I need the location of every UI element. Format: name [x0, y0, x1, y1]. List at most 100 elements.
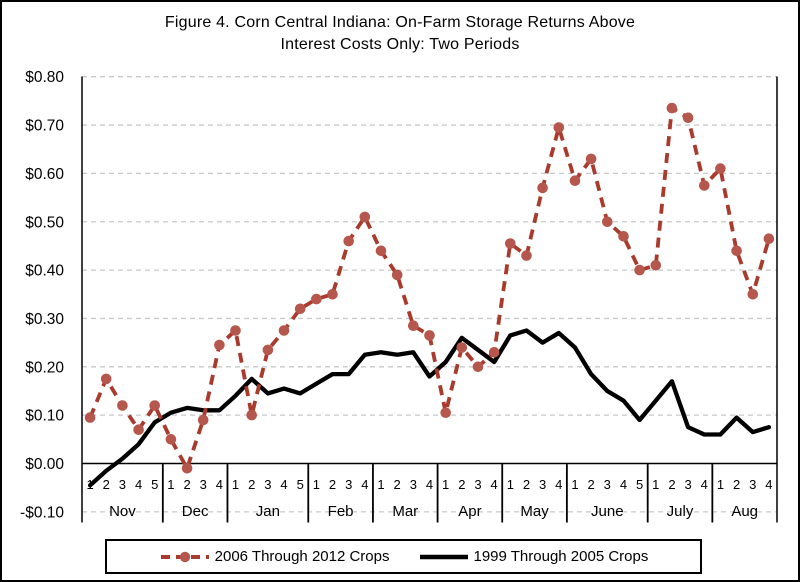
week-label: 4	[555, 477, 562, 492]
week-label: 3	[200, 477, 207, 492]
week-label: 1	[507, 477, 514, 492]
week-label: 4	[620, 477, 627, 492]
series-2006-marker	[537, 182, 548, 194]
month-label: Jan	[256, 503, 280, 520]
series-2006-marker	[585, 153, 597, 165]
y-tick-label: $0.60	[25, 166, 64, 183]
series-2006-marker	[133, 424, 144, 436]
week-label: 2	[329, 477, 336, 492]
week-label: 5	[297, 477, 304, 492]
series-2006-marker	[747, 289, 759, 300]
chart-title: Figure 4. Corn Central Indiana: On-Farm …	[2, 12, 798, 56]
y-tick-label: $0.50	[25, 214, 64, 231]
week-label: 4	[280, 477, 287, 492]
month-label: May	[520, 503, 549, 520]
series-2006-marker	[262, 344, 274, 356]
legend-sample-dashed-red	[160, 551, 209, 562]
week-label: 1	[652, 477, 659, 492]
series-2006-marker	[100, 373, 112, 385]
series-2006-marker	[408, 320, 419, 332]
series-2006-marker	[472, 361, 484, 373]
y-tick-label: $0.70	[25, 118, 64, 135]
week-label: 5	[151, 477, 158, 492]
chart-title-line1: Figure 4. Corn Central Indiana: On-Farm …	[164, 14, 636, 31]
y-tick-label: $0.30	[25, 311, 64, 328]
series-2006-marker	[553, 122, 565, 133]
y-tick-label: $0.10	[25, 408, 64, 425]
series-2006-marker	[456, 342, 468, 353]
series-2006-marker	[440, 407, 452, 419]
legend-label-1999: 1999 Through 2005 Crops	[473, 548, 649, 565]
week-label: 3	[474, 477, 481, 492]
week-label: 2	[103, 477, 110, 492]
series-2006-marker	[230, 325, 241, 336]
week-label: 4	[426, 477, 433, 492]
week-label: 2	[183, 477, 190, 492]
week-label: 4	[491, 477, 498, 492]
week-label: 1	[313, 477, 320, 492]
series-2006-marker	[311, 293, 322, 305]
series-2006-marker	[699, 180, 710, 191]
week-label: 4	[765, 477, 772, 492]
y-tick-label: $0.80	[25, 69, 64, 86]
legend: 2006 Through 2012 Crops 1999 Through 200…	[105, 539, 702, 574]
series-2006-marker	[181, 463, 193, 474]
y-tick-label: $0.00	[25, 456, 64, 473]
legend-entry-1999: 1999 Through 2005 Crops	[418, 548, 649, 565]
month-label: Dec	[182, 503, 209, 520]
week-label: 3	[604, 477, 611, 492]
week-label: 5	[636, 477, 643, 492]
series-2006-marker	[84, 412, 96, 423]
y-tick-label: -$0.10	[20, 504, 64, 521]
y-tick-label: $0.20	[25, 359, 64, 376]
series-2006-marker	[197, 414, 209, 426]
legend-sample-solid-black	[419, 554, 468, 559]
week-label: 3	[749, 477, 756, 492]
series-2006-marker	[505, 238, 516, 249]
series-2006-marker	[343, 235, 355, 247]
week-label: 1	[232, 477, 239, 492]
series-2006-marker	[327, 289, 338, 300]
series-2006-marker	[682, 112, 694, 124]
week-label: 2	[668, 477, 675, 492]
series-2006-line	[88, 106, 771, 471]
series-2006-marker	[294, 303, 306, 315]
week-label: 4	[216, 477, 223, 492]
series-2006-marker	[278, 325, 290, 336]
series-2006-marker	[214, 339, 225, 351]
series-2006-marker	[165, 434, 177, 445]
week-label: 4	[361, 477, 368, 492]
week-label: 2	[248, 477, 255, 492]
month-label: Nov	[109, 503, 136, 520]
week-label: 2	[733, 477, 740, 492]
series-2006-marker	[246, 409, 257, 421]
week-label: 3	[119, 477, 126, 492]
week-label: 3	[684, 477, 691, 492]
week-label: 1	[377, 477, 384, 492]
series-2006-marker	[650, 260, 662, 271]
week-label: 4	[701, 477, 708, 492]
series-2006-marker	[666, 102, 678, 114]
y-tick-label: $0.40	[25, 263, 64, 280]
series-2006-marker	[424, 330, 435, 341]
series-2006-marker	[618, 231, 629, 242]
series-2006-marker	[375, 245, 387, 257]
month-label: Mar	[392, 503, 418, 520]
month-label: Aug	[731, 503, 758, 520]
week-label: 3	[410, 477, 417, 492]
series-2006-marker	[763, 233, 775, 244]
series-2006-marker	[602, 216, 613, 228]
month-label: July	[667, 503, 694, 520]
series-2006-marker	[149, 400, 160, 411]
week-label: 2	[588, 477, 595, 492]
week-label: 4	[135, 477, 142, 492]
series-2006-marker	[569, 175, 581, 186]
series-2006-marker	[359, 211, 371, 223]
chart-title-line2: Interest Costs Only: Two Periods	[280, 36, 520, 53]
week-label: 3	[345, 477, 352, 492]
series-2006-marker	[117, 400, 128, 411]
series-2006-marker	[731, 245, 742, 257]
series-2006-marker	[634, 264, 645, 276]
week-label: 2	[458, 477, 465, 492]
